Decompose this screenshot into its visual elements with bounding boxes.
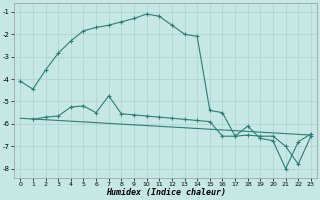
X-axis label: Humidex (Indice chaleur): Humidex (Indice chaleur) bbox=[106, 188, 226, 197]
